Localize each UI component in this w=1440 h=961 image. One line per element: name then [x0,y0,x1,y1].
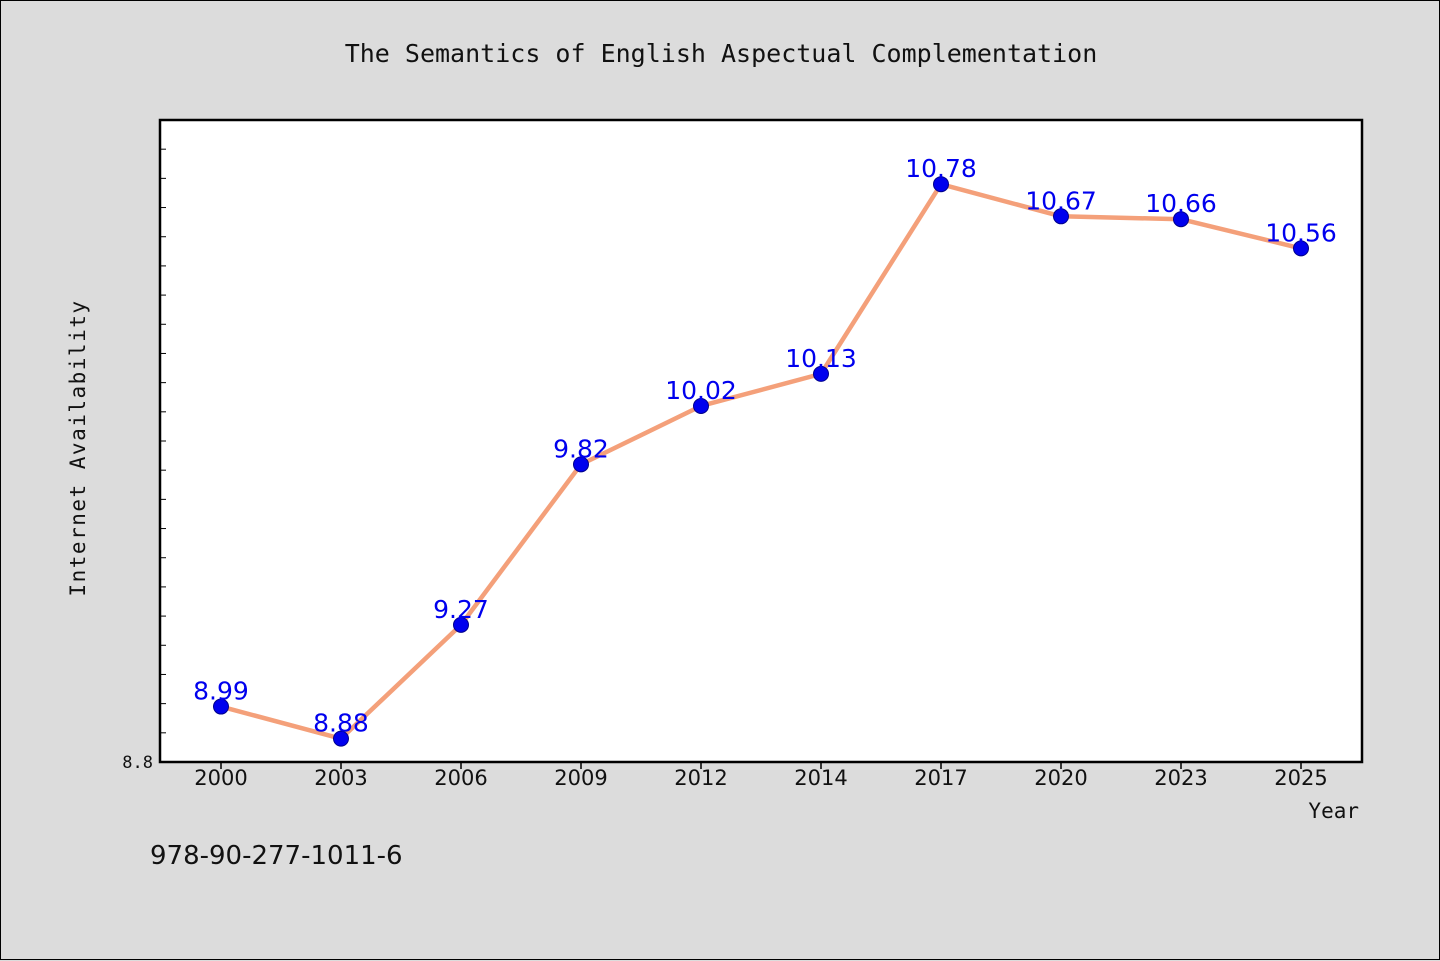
x-tick-label: 2017 [914,766,967,790]
data-label: 10.02 [665,376,737,405]
x-tick-label: 2003 [314,766,367,790]
x-tick-label: 2006 [434,766,487,790]
data-label: 10.13 [785,344,857,373]
data-label: 10.67 [1025,186,1097,215]
chart-title: The Semantics of English Aspectual Compl… [345,39,1098,68]
series-line [218,181,1304,741]
series: 8.99 8.88 9.27 9.82 10.02 10.13 10.78 10.67 10.6… [193,154,1337,747]
x-axis-tick-labels: 2000 2003 2006 2009 2012 2014 2017 2020 2023 2025 [194,766,1327,790]
data-point [333,730,349,747]
x-tick-label: 2023 [1154,766,1207,790]
data-label: 10.78 [905,154,977,183]
data-label: 8.99 [193,677,249,706]
data-point [693,397,709,414]
plot-area [158,118,1364,764]
y-tick-label: 8.8 [122,753,153,773]
data-point [933,176,949,193]
data-point [813,365,829,382]
data-label: 10.56 [1265,218,1337,247]
isbn-text: 978-90-277-1011-6 [150,841,403,871]
data-point [213,698,229,715]
x-axis-ticks [220,762,1302,769]
data-point [1293,240,1309,257]
x-tick-label: 2009 [554,766,607,790]
x-tick-label: 2000 [194,766,247,790]
x-axis-label: Year [1308,799,1359,823]
data-point [573,456,589,473]
data-label: 9.82 [553,434,609,463]
data-point [1053,208,1069,225]
x-tick-label: 2012 [674,766,727,790]
data-point [1173,211,1189,228]
x-tick-label: 2025 [1274,766,1327,790]
data-label: 10.66 [1145,189,1217,218]
x-tick-label: 2020 [1034,766,1087,790]
x-tick-label: 2014 [794,766,847,790]
y-axis-tick-labels: 8.8 [122,753,153,773]
data-point [453,616,469,633]
data-label: 9.27 [433,595,489,624]
y-axis-ticks [160,148,166,734]
data-label: 8.88 [313,709,369,738]
y-axis-label: Internet Availability [66,299,90,596]
